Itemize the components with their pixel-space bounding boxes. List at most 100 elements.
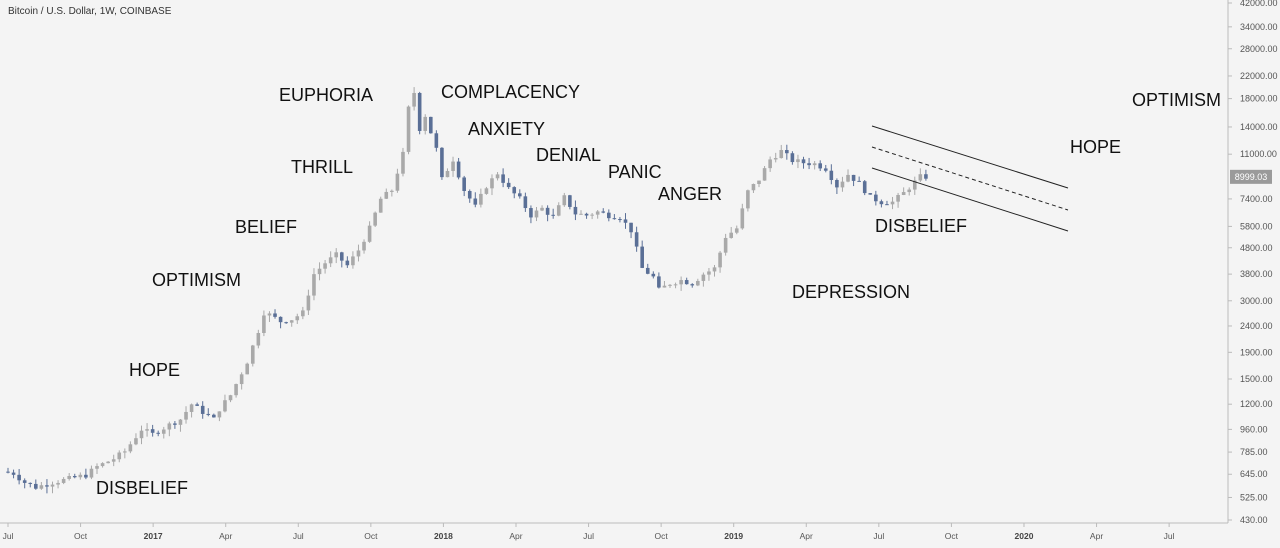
candle-body — [173, 423, 177, 425]
candle-body — [17, 474, 21, 481]
candle-body — [45, 485, 49, 487]
candle-body — [690, 284, 695, 286]
candle-body — [100, 463, 105, 467]
candle-body — [857, 180, 861, 182]
candle-body — [228, 395, 233, 401]
candle-body — [601, 211, 606, 213]
candle-body — [890, 201, 895, 205]
candle-body — [6, 471, 10, 473]
candle-body — [846, 174, 850, 182]
candle-body — [95, 466, 99, 469]
stage-label: BELIEF — [235, 217, 297, 237]
price-tick-label: 3800.00 — [1240, 269, 1273, 279]
candle-body — [679, 280, 683, 285]
time-tick-label: Jul — [1164, 531, 1175, 541]
price-tick-label: 42000.00 — [1240, 0, 1278, 8]
candle-body — [245, 363, 250, 375]
candle-body — [145, 429, 149, 431]
candle-body — [217, 411, 222, 418]
candle-body — [768, 159, 772, 169]
candle-body — [295, 316, 300, 321]
candle-body — [161, 429, 166, 434]
price-tick-label: 2400.00 — [1240, 321, 1273, 331]
channel-mid-line[interactable] — [871, 146, 1069, 211]
candle-body — [529, 208, 533, 218]
candle-body — [195, 404, 199, 406]
time-tick-label: Apr — [219, 531, 232, 541]
candle-body — [273, 313, 277, 317]
candle-body — [723, 237, 728, 253]
candle-body — [284, 322, 288, 324]
candle-body — [267, 313, 272, 316]
price-tick-label: 28000.00 — [1240, 44, 1278, 54]
candle-body — [712, 267, 717, 272]
candle-body — [573, 206, 578, 215]
candle-body — [334, 252, 339, 258]
time-tick-label: Oct — [945, 531, 959, 541]
candle-body — [773, 158, 778, 160]
stage-label: THRILL — [291, 157, 353, 177]
candle-body — [56, 482, 60, 485]
candle-body — [250, 345, 255, 364]
stage-label: EUPHORIA — [279, 85, 373, 105]
candle-body — [345, 260, 350, 266]
channel-upper-line[interactable] — [871, 125, 1069, 189]
candle-body — [584, 213, 589, 216]
candle-body — [479, 193, 483, 205]
candle-body — [868, 193, 873, 195]
candle-body — [167, 423, 172, 430]
candle-body — [901, 192, 906, 195]
price-tick-label: 785.00 — [1240, 447, 1268, 457]
candle-body — [428, 116, 433, 134]
price-axis[interactable]: 42000.00 34000.00 28000.00 22000.00 18000.00… — [1228, 0, 1278, 525]
candle-body — [629, 222, 633, 233]
candle-body — [696, 280, 700, 286]
price-tick-label: 960.00 — [1240, 424, 1268, 434]
candle-body — [111, 459, 116, 462]
time-tick-label: Apr — [800, 531, 813, 541]
stage-label: DISBELIEF — [875, 216, 967, 236]
candle-body — [84, 474, 88, 478]
candle-body — [746, 190, 750, 209]
candle-body — [645, 267, 650, 274]
candle-body — [440, 147, 444, 178]
candle-body — [128, 444, 133, 452]
candle-body — [262, 315, 266, 334]
candle-body — [729, 232, 733, 238]
time-tick-label: Apr — [509, 531, 522, 541]
time-tick-label: Jul — [583, 531, 594, 541]
candle-body — [790, 153, 795, 163]
candle-body — [490, 178, 494, 189]
candle-body — [72, 476, 77, 478]
time-axis[interactable]: Jul Oct 2017 Apr Jul Oct 2018 Apr Jul Oct 2019 Apr J… — [3, 523, 1175, 541]
candle-body — [807, 163, 811, 166]
candle-body — [623, 219, 628, 223]
candles — [6, 87, 928, 494]
price-tick-label: 430.00 — [1240, 515, 1268, 525]
candle-body — [612, 218, 617, 220]
candle-body — [256, 333, 261, 346]
time-tick-label: Jul — [293, 531, 304, 541]
candle-body — [924, 174, 928, 179]
stage-label: COMPLACENCY — [441, 82, 580, 102]
candle-body — [840, 181, 845, 188]
candle-body — [912, 180, 917, 190]
candle-body — [178, 419, 183, 425]
time-tick-label: 2019 — [724, 531, 743, 541]
price-tick-label: 14000.00 — [1240, 122, 1278, 132]
candle-body — [668, 284, 672, 286]
candle-body — [534, 210, 539, 218]
channel-lower-line[interactable] — [871, 167, 1069, 232]
chart-title: Bitcoin / U.S. Dollar, 1W, COINBASE — [8, 6, 172, 17]
candle-body — [289, 320, 294, 323]
candle-body — [150, 429, 155, 433]
candle-body — [684, 280, 689, 285]
candle-body — [595, 211, 600, 215]
candle-body — [50, 484, 55, 487]
descending-channel[interactable] — [871, 125, 1069, 232]
stage-label: HOPE — [129, 360, 180, 380]
price-tick-label: 5800.00 — [1240, 221, 1273, 231]
candle-body — [339, 252, 344, 261]
